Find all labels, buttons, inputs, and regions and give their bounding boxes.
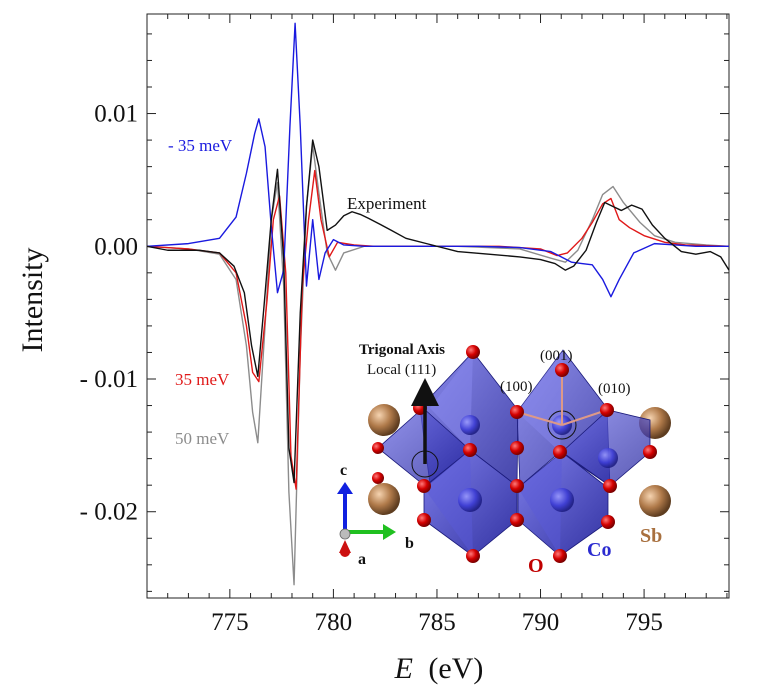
o-atom (466, 549, 480, 563)
octahedron-facet (424, 450, 473, 556)
dir-100-label: (100) (500, 379, 533, 395)
o-atom (553, 445, 567, 459)
axis-c-label: c (340, 462, 347, 479)
axis-a-label: a (358, 551, 366, 568)
octahedron-facet (518, 452, 562, 556)
label-experiment: Experiment (347, 194, 427, 213)
axes-origin (339, 528, 351, 540)
sb-label: Sb (640, 525, 662, 547)
o-atom (463, 443, 477, 457)
x-tick-label: 785 (418, 609, 456, 636)
series-line-35-mev (146, 22, 729, 298)
sb-atom (368, 483, 400, 515)
o-atom (417, 479, 431, 493)
o-atom (553, 549, 567, 563)
o-atom (372, 442, 384, 454)
data-curves (146, 22, 730, 586)
o-atom (510, 441, 524, 455)
o-atom (466, 345, 480, 359)
c-axis-arrowhead (337, 482, 353, 494)
y-tick-label: 0.00 (94, 233, 138, 260)
series-line-experiment (146, 139, 730, 484)
octahedron-facet (517, 350, 563, 452)
co-atom (598, 448, 618, 468)
dir-001-label: (001) (540, 348, 573, 364)
co-label: Co (587, 539, 611, 561)
o-atom (603, 479, 617, 493)
co-atom (550, 488, 574, 512)
o-label: O (528, 555, 544, 577)
series-line-50-mev (146, 144, 730, 586)
label-50-mev: 50 meV (175, 429, 230, 448)
axis-b-label: b (405, 535, 414, 552)
o-atom (510, 479, 524, 493)
o-atom (555, 363, 569, 377)
y-axis-title: Intensity (16, 248, 49, 353)
o-atom (601, 515, 615, 529)
crystal-structure-inset: Trigonal Axis Local (111) (001) (100) (0… (337, 342, 671, 577)
o-atom (372, 472, 384, 484)
x-axis-unit: (eV) (428, 652, 483, 685)
x-tick-label: 790 (522, 609, 560, 636)
local-axis-label: Local (111) (367, 362, 436, 378)
x-tick-labels: 775 780 785 790 795 (211, 609, 663, 636)
label-35-mev: 35 meV (175, 370, 230, 389)
co-atom (458, 488, 482, 512)
y-tick-labels: 0.01 0.00 - 0.01 - 0.02 (80, 101, 138, 526)
y-tick-label: 0.01 (94, 101, 138, 128)
o-atom (600, 403, 614, 417)
x-axis-symbol: E (394, 652, 413, 685)
plot-frame (146, 13, 730, 599)
series-line-35-mev (146, 169, 730, 490)
o-atom (643, 445, 657, 459)
y-tick-label: - 0.02 (80, 499, 138, 526)
label-minus-35-mev: - 35 meV (168, 136, 233, 155)
bond-100 (516, 411, 563, 426)
sb-atom (639, 485, 671, 517)
bond-010 (561, 409, 608, 426)
o-atom (510, 405, 524, 419)
co-octahedron (561, 409, 651, 487)
x-tick-label: 795 (625, 609, 663, 636)
o-atom (417, 513, 431, 527)
y-tick-label: - 0.01 (80, 366, 138, 393)
b-axis-arrowhead (383, 524, 396, 540)
co-atom (460, 415, 480, 435)
trigonal-axis-label: Trigonal Axis (359, 342, 445, 358)
sb-atom (368, 404, 400, 436)
x-tick-label: 775 (211, 609, 249, 636)
a-axis-dot (340, 547, 350, 557)
x-tick-label: 780 (315, 609, 353, 636)
x-axis-title: E (eV) (394, 652, 484, 685)
dir-010-label: (010) (598, 381, 631, 397)
o-atom (510, 513, 524, 527)
